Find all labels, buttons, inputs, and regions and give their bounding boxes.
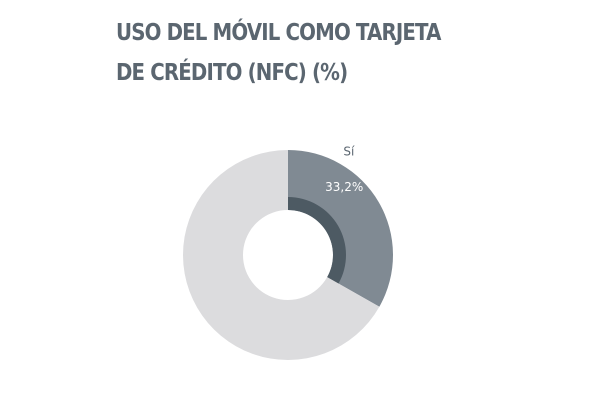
- donut-segment: [182, 150, 380, 360]
- chart-title: USO DEL MÓVIL COMO TARJETA: [116, 20, 441, 46]
- chart-title: DE CRÉDITO (NFC) (%): [116, 60, 348, 86]
- segment-accent: [288, 197, 346, 284]
- category-label: Sí: [343, 144, 355, 158]
- donut-segment: [288, 150, 393, 307]
- data-label: 33,2%: [325, 180, 363, 194]
